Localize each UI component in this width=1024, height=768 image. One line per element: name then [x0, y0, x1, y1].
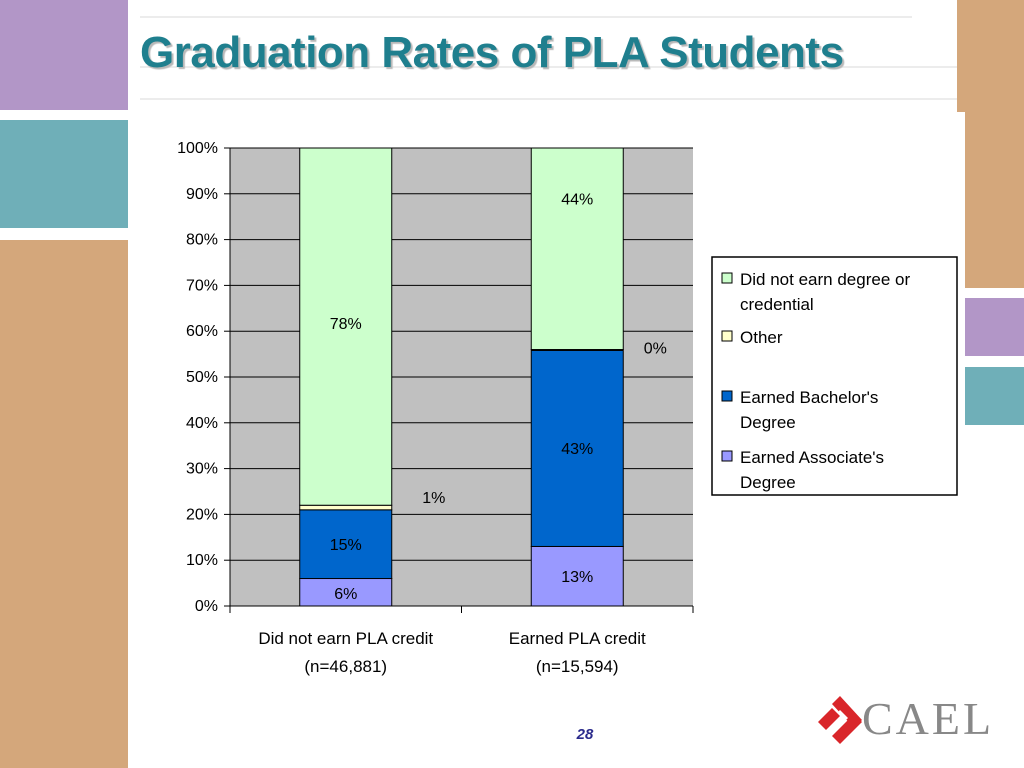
legend-label: Did not earn degree or	[740, 270, 910, 289]
deco-teal-block-right	[965, 367, 1024, 425]
y-tick-label: 90%	[186, 186, 218, 203]
deco-teal-block-left	[0, 120, 128, 228]
y-tick-label: 60%	[186, 323, 218, 340]
legend-label: Other	[740, 328, 783, 347]
y-tick-label: 20%	[186, 506, 218, 523]
legend-swatch	[721, 390, 733, 402]
x-category-label: (n=15,594)	[536, 657, 619, 676]
chart-legend: Did not earn degree or credential Other Ear…	[711, 256, 958, 496]
data-label: 15%	[330, 537, 362, 554]
y-tick-label: 10%	[186, 552, 218, 569]
bar-segment	[299, 147, 393, 506]
cael-logo-icon	[818, 696, 862, 744]
bar-segment	[530, 545, 624, 607]
bar-segment	[530, 349, 624, 547]
legend-label: Degree	[740, 473, 796, 492]
cael-logo-text: CAEL	[862, 693, 995, 744]
bar-segment	[299, 504, 393, 511]
bar-segment	[530, 147, 624, 351]
y-tick-label: 40%	[186, 415, 218, 432]
legend-label: Earned Associate's	[740, 448, 884, 467]
deco-line-top	[140, 16, 912, 18]
y-tick-label: 80%	[186, 232, 218, 249]
legend-swatch	[721, 330, 733, 342]
data-label: 1%	[422, 490, 445, 507]
x-category-label: (n=46,881)	[304, 657, 387, 676]
y-tick-label: 100%	[177, 140, 218, 157]
data-label: 13%	[561, 569, 593, 586]
y-tick-label: 50%	[186, 369, 218, 386]
legend-box	[711, 256, 958, 496]
y-tick-label: 0%	[195, 598, 218, 615]
legend-label: credential	[740, 295, 814, 314]
bar-segment	[299, 509, 393, 580]
legend-swatch	[721, 450, 733, 462]
cael-logo: CAEL	[806, 684, 996, 754]
legend-swatch	[721, 272, 733, 284]
slide-title: Graduation Rates of PLA Students	[140, 28, 844, 77]
deco-line-bottom	[140, 98, 957, 100]
y-tick-label: 30%	[186, 461, 218, 478]
data-label: 0%	[644, 341, 667, 358]
page-number: 28	[576, 726, 594, 743]
deco-purple-block-right	[965, 298, 1024, 356]
data-label: 44%	[561, 191, 593, 208]
deco-purple-block-left	[0, 0, 128, 110]
data-label: 6%	[334, 586, 357, 603]
legend-label: Earned Bachelor's	[740, 388, 878, 407]
data-label: 43%	[561, 441, 593, 458]
legend-label: Degree	[740, 413, 796, 432]
x-category-label: Did not earn PLA credit	[258, 629, 433, 648]
x-category-label: Earned PLA credit	[509, 629, 646, 648]
deco-tan-column-left	[0, 240, 128, 768]
deco-line-mid	[140, 66, 957, 68]
bar-segment	[299, 578, 393, 607]
deco-tan-block-right	[957, 0, 1024, 288]
data-label: 78%	[330, 316, 362, 333]
y-tick-label: 70%	[186, 277, 218, 294]
